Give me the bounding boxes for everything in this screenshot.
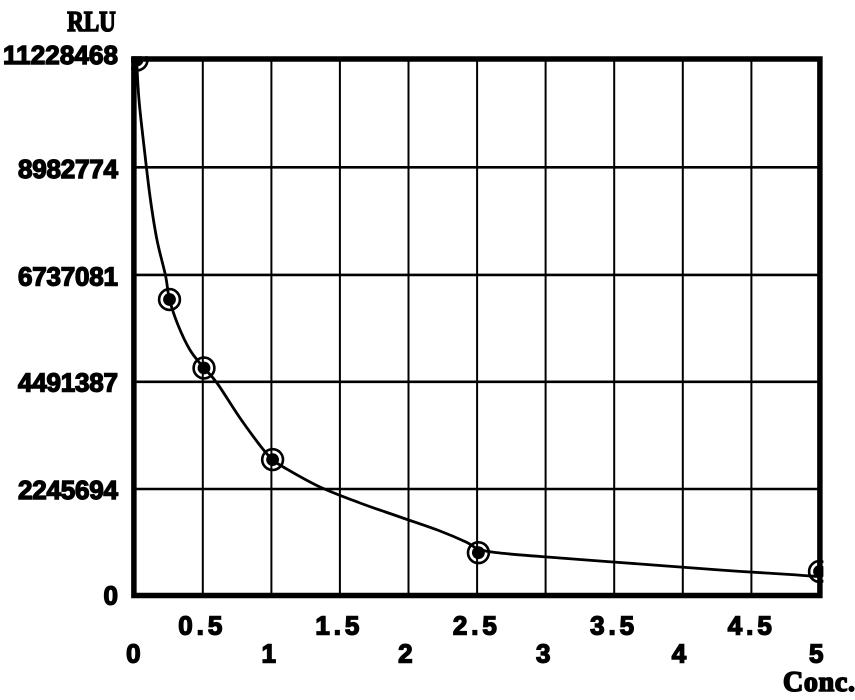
svg-text:8982774: 8982774 [18,154,119,184]
svg-text:2: 2 [398,639,412,669]
svg-text:0: 0 [126,639,140,669]
svg-text:4.5: 4.5 [728,611,772,641]
svg-text:0: 0 [104,581,118,611]
svg-text:2245694: 2245694 [18,475,119,505]
svg-text:6737081: 6737081 [18,262,118,292]
svg-text:3: 3 [536,639,550,669]
svg-text:2.5: 2.5 [453,611,497,641]
svg-text:Conc.: Conc. [783,667,855,698]
svg-text:4: 4 [672,639,687,669]
svg-text:3.5: 3.5 [590,611,634,641]
svg-text:1.5: 1.5 [315,611,359,641]
svg-text:4491387: 4491387 [18,368,118,398]
svg-text:1: 1 [261,639,275,669]
svg-text:5: 5 [809,639,823,669]
svg-text:RLU: RLU [67,6,115,38]
svg-text:0.5: 0.5 [178,611,222,641]
svg-text:11228468: 11228468 [3,40,118,70]
